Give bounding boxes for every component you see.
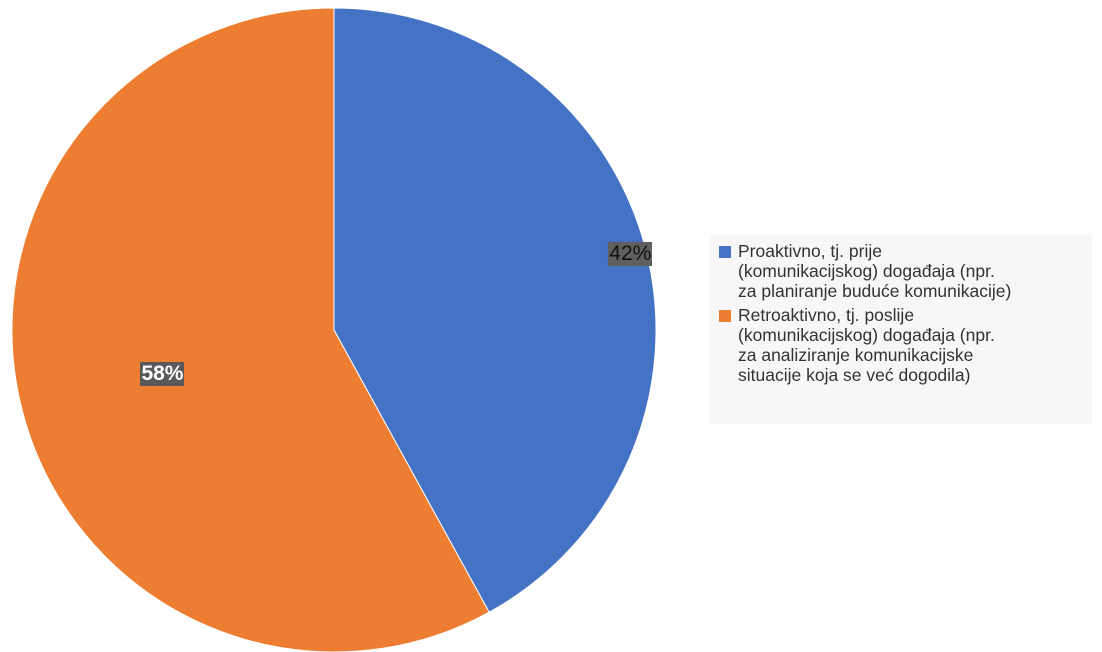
data-label-proactive: 42%	[608, 241, 653, 266]
legend-item-retroactive: Retroaktivno, tj. poslije (komunikacijsk…	[719, 305, 1092, 385]
legend-item-proactive: Proaktivno, tj. prije (komunikacijskog) …	[719, 241, 1092, 301]
legend-swatch-proactive	[719, 246, 731, 258]
legend: Proaktivno, tj. prije (komunikacijskog) …	[710, 234, 1092, 424]
legend-label-retroactive: Retroaktivno, tj. poslije (komunikacijsk…	[738, 305, 995, 385]
legend-label-proactive: Proaktivno, tj. prije (komunikacijskog) …	[738, 241, 1012, 301]
legend-swatch-retroactive	[719, 310, 731, 322]
data-label-retroactive: 58%	[140, 362, 185, 387]
